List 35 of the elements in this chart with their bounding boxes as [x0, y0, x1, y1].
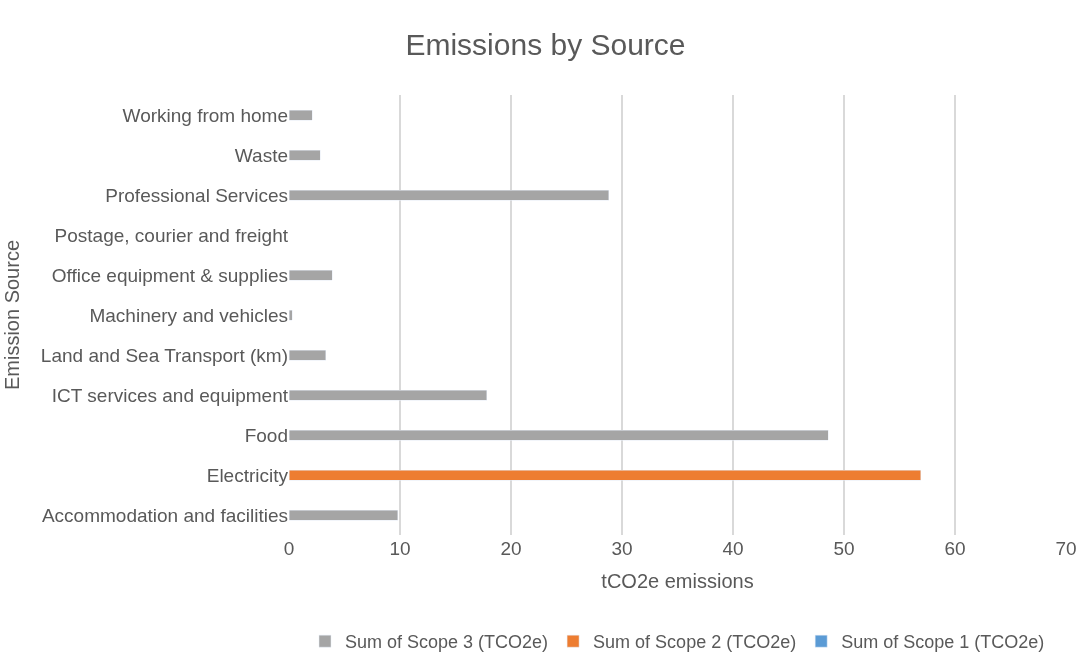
y-tick-label: Working from home [122, 104, 288, 126]
y-tick-label: Postage, courier and freight [54, 224, 289, 246]
bar [289, 389, 487, 401]
bar [289, 509, 399, 521]
x-tick-label: 0 [283, 538, 295, 559]
y-tick-label: ICT services and equipment [51, 384, 289, 406]
y-tick-label: Professional Services [105, 184, 288, 206]
x-tick-label: 70 [1055, 538, 1077, 559]
legend-label: Sum of Scope 2 (TCO2e) [593, 632, 797, 653]
bar [289, 309, 293, 321]
y-axis-title: Emission Source [1, 239, 24, 391]
x-axis-title: tCO2e emissions [601, 569, 754, 592]
y-tick-label: Food [244, 424, 288, 446]
bar [289, 469, 921, 481]
x-tick-label: 30 [611, 538, 633, 559]
bar [289, 429, 829, 441]
y-tick-label: Electricity [206, 464, 289, 486]
bar [289, 189, 609, 201]
x-tick-label: 20 [500, 538, 522, 559]
bar [289, 269, 333, 281]
y-tick-label: Office equipment & supplies [51, 264, 288, 286]
chart-title: Emissions by Source [405, 27, 686, 61]
legend-label: Sum of Scope 3 (TCO2e) [345, 632, 549, 653]
y-tick-label: Land and Sea Transport (km) [40, 344, 288, 366]
bar [289, 109, 313, 121]
y-tick-label: Machinery and vehicles [89, 304, 288, 326]
bar [289, 149, 321, 161]
y-tick-label: Accommodation and facilities [41, 504, 288, 526]
x-tick-label: 40 [722, 538, 744, 559]
bar [289, 349, 326, 361]
x-tick-label: 50 [833, 538, 855, 559]
x-tick-label: 10 [389, 538, 411, 559]
legend-label: Sum of Scope 1 (TCO2e) [841, 632, 1045, 653]
x-tick-label: 60 [944, 538, 966, 559]
y-tick-label: Waste [234, 144, 288, 166]
